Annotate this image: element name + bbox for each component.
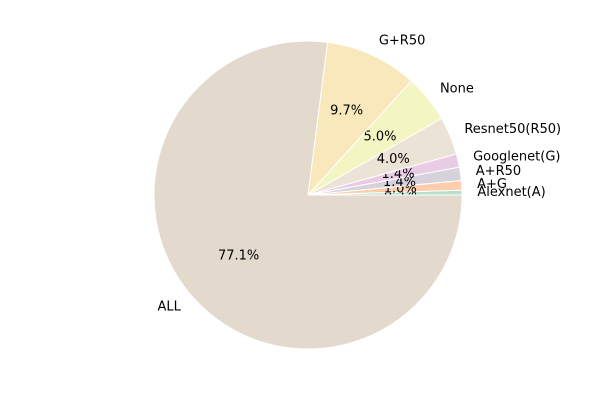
slice-percent: 77.1%	[218, 249, 259, 264]
slice-label: ALL	[157, 299, 181, 314]
slice-percent: 9.7%	[330, 104, 363, 119]
slice-label: A+R50	[476, 164, 521, 179]
pie-slice	[307, 41, 413, 197]
slice-percent: 5.0%	[363, 130, 396, 145]
slice-label: None	[440, 81, 474, 96]
slice-label: Alexnet(A)	[477, 185, 545, 200]
slice-label: A+G	[477, 177, 507, 192]
slice-label: Googlenet(G)	[473, 150, 560, 165]
slice-percent: 4.0%	[377, 152, 410, 167]
slice-label: G+R50	[379, 34, 426, 49]
pie-slice	[153, 40, 463, 350]
slice-label: Resnet50(R50)	[464, 122, 561, 137]
